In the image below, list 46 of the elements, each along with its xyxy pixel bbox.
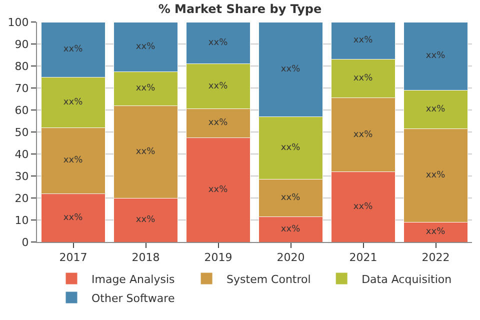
data-label: xx%: [136, 84, 156, 94]
data-label: xx%: [63, 156, 84, 166]
legend-label: System Control: [226, 272, 311, 286]
x-tick-label: 2022: [422, 251, 450, 264]
y-tick-label: 60: [14, 104, 29, 117]
x-tick-label: 2021: [349, 251, 378, 264]
data-label: xx%: [136, 215, 156, 225]
chart-title: % Market Share by Type: [158, 2, 322, 16]
legend-label: Data Acquisition: [362, 272, 452, 286]
legend-label: Other Software: [92, 292, 175, 305]
data-label: xx%: [280, 64, 301, 74]
data-label: xx%: [208, 81, 228, 92]
y-tick-label: 50: [14, 126, 29, 139]
x-tick-label: 2017: [59, 251, 88, 264]
x-tick-label: 2020: [276, 251, 305, 264]
data-label: xx%: [63, 212, 84, 223]
data-label: xx%: [426, 51, 446, 62]
y-tick-label: 20: [14, 192, 29, 205]
data-label: xx%: [136, 42, 156, 52]
x-tick-label: 2019: [204, 251, 232, 264]
y-tick-label: 40: [14, 148, 29, 161]
data-label: xx%: [208, 118, 228, 128]
data-label: xx%: [353, 74, 374, 84]
y-tick-label: 70: [14, 82, 29, 95]
data-label: xx%: [280, 224, 301, 234]
data-label: xx%: [136, 146, 156, 157]
data-label: xx%: [63, 44, 84, 54]
legend-label: Image Analysis: [92, 272, 176, 286]
data-label: xx%: [426, 104, 446, 114]
x-tick-label: 2018: [132, 251, 160, 264]
data-label: xx%: [426, 227, 446, 238]
y-tick-label: 100: [8, 16, 29, 29]
y-tick-label: 90: [14, 38, 29, 51]
data-label: xx%: [208, 38, 228, 48]
y-tick-label: 80: [14, 60, 29, 73]
data-label: xx%: [426, 170, 446, 180]
data-label: xx%: [208, 184, 228, 195]
data-label: xx%: [353, 36, 374, 46]
data-label: xx%: [353, 202, 374, 212]
y-tick-label: 10: [14, 214, 29, 227]
y-tick-label: 0: [22, 236, 29, 249]
data-label: xx%: [280, 193, 301, 203]
y-tick-label: 30: [14, 170, 29, 183]
data-label: xx%: [353, 130, 374, 140]
data-label: xx%: [280, 142, 301, 153]
data-label: xx%: [63, 97, 84, 108]
